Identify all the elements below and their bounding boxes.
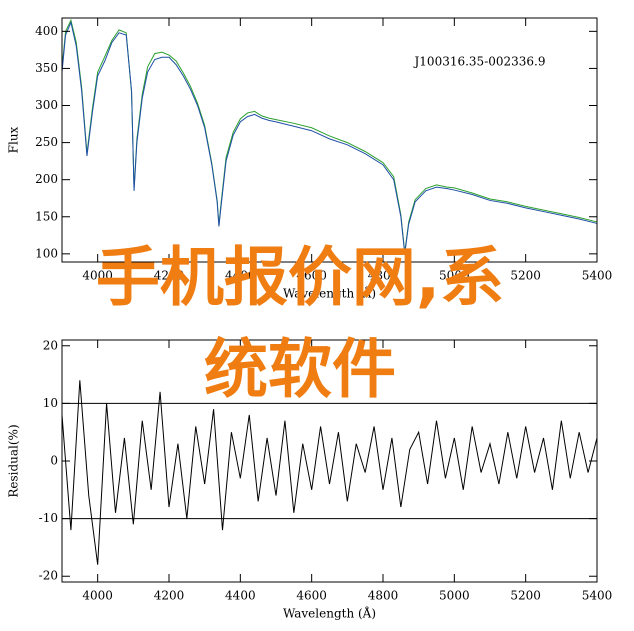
y-tick-label: 20 (43, 338, 58, 352)
x-tick-label: 5000 (439, 589, 470, 603)
x-tick-label: 4200 (154, 269, 185, 283)
y-tick-label: -10 (39, 511, 58, 525)
overlay-text: 手机报价网,系 (96, 242, 504, 316)
y-tick-label: -20 (39, 569, 58, 583)
x-tick-label: 4400 (225, 589, 256, 603)
y-tick-label: 10 (43, 396, 58, 410)
x-tick-label: 5200 (510, 589, 541, 603)
data-line (61, 380, 598, 565)
x-tick-label: 5400 (582, 589, 613, 603)
y-axis-label: Flux (7, 126, 21, 153)
y-tick-label: 0 (50, 454, 58, 468)
x-axis-label: Wavelength (Å) (283, 606, 376, 621)
x-tick-label: 4600 (296, 589, 327, 603)
y-tick-label: 200 (35, 172, 58, 186)
x-axis-label: Wavelength (Å) (283, 286, 376, 301)
overlay-text: 统软件 (204, 334, 396, 408)
x-tick-label: 4800 (368, 269, 399, 283)
x-tick-label: 4400 (225, 269, 256, 283)
data-line (61, 18, 598, 253)
x-tick-label: 5000 (439, 269, 470, 283)
y-tick-label: 250 (35, 135, 58, 149)
x-tick-label: 4000 (82, 269, 113, 283)
y-tick-label: 150 (35, 209, 58, 223)
x-tick-label: 4200 (154, 589, 185, 603)
y-tick-label: 400 (35, 24, 58, 38)
annotation: J100316.35-002336.9 (412, 55, 545, 69)
x-tick-label: 4800 (368, 589, 399, 603)
x-tick-label: 5400 (582, 269, 613, 283)
plot-frame (61, 17, 598, 263)
data-line (61, 20, 598, 254)
y-tick-label: 100 (35, 246, 58, 260)
y-axis-label: Residual(%) (7, 424, 21, 497)
y-tick-label: 350 (35, 61, 58, 75)
x-tick-label: 4600 (296, 269, 327, 283)
x-tick-label: 5200 (510, 269, 541, 283)
x-tick-label: 4000 (82, 589, 113, 603)
y-tick-label: 300 (35, 98, 58, 112)
